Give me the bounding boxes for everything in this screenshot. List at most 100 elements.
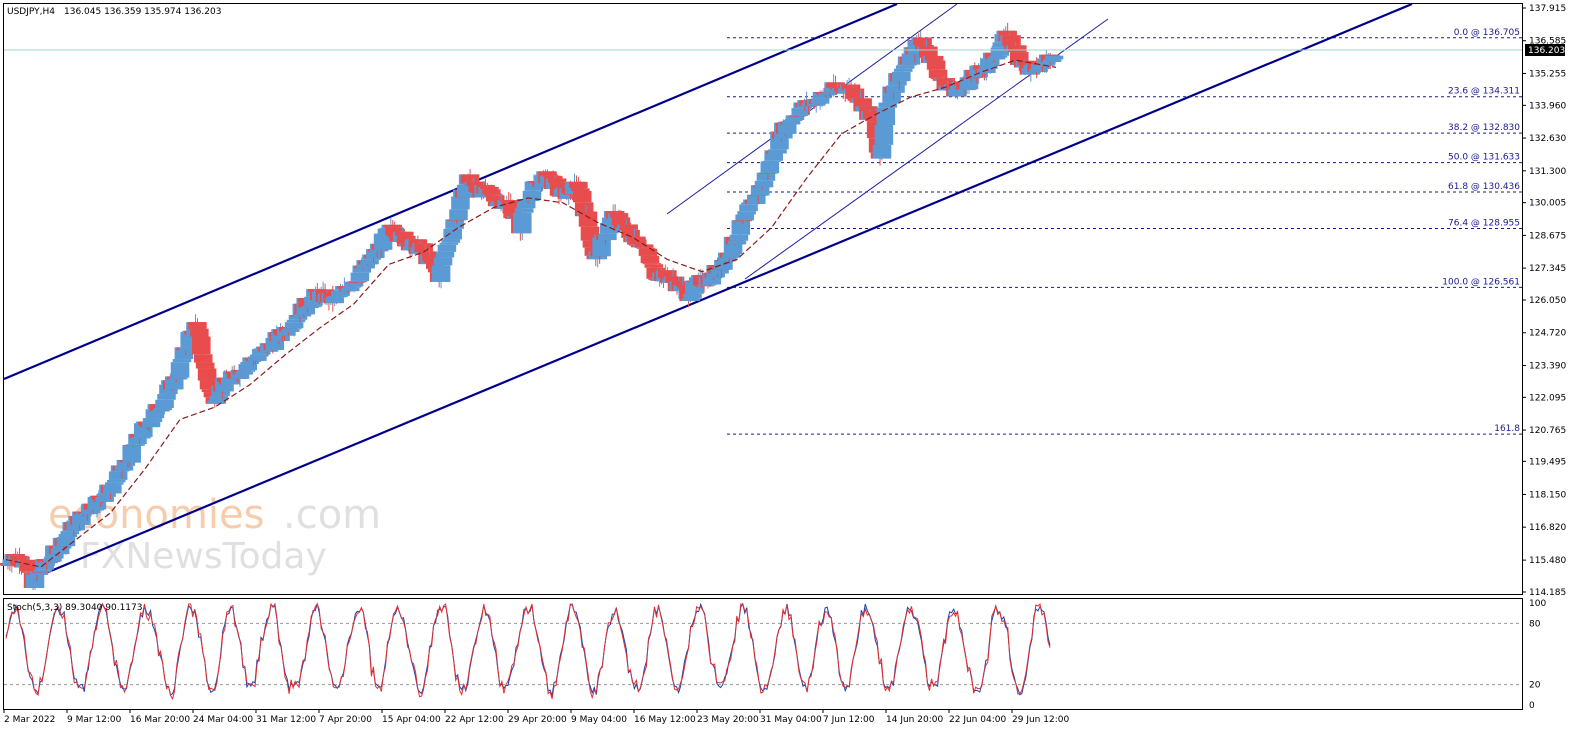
candle-body — [19, 559, 39, 572]
candle-body — [640, 255, 660, 264]
candle-body — [764, 150, 783, 161]
candle-body — [445, 219, 464, 229]
candle-body — [395, 231, 414, 236]
candle-body — [304, 296, 323, 306]
candle-body — [170, 362, 190, 378]
candle-body — [636, 247, 656, 249]
stoch-tick-label: 80 — [1529, 619, 1541, 629]
fib-level-label: 0.0 @ 136.705 — [1454, 28, 1520, 38]
price-tick-label: 116.820 — [1529, 523, 1566, 533]
candle-body — [781, 120, 801, 125]
candle-body — [449, 209, 468, 220]
time-tick-label: 15 Apr 04:00 — [382, 715, 441, 725]
candle-body — [727, 240, 747, 245]
candle-body — [746, 194, 766, 204]
time-tick-label: 7 Apr 20:00 — [319, 715, 372, 725]
candle-body — [582, 240, 602, 248]
candle-body — [188, 322, 207, 329]
candle-body — [126, 444, 145, 446]
price-tick-label: 115.480 — [1529, 556, 1566, 566]
candle-body — [563, 193, 582, 195]
candle-body — [480, 186, 499, 190]
price-tick-label: 128.675 — [1529, 231, 1566, 241]
watermark-fxnewstoday: FXNewsToday — [80, 536, 327, 577]
candle-body — [221, 378, 240, 385]
candle-body — [155, 399, 174, 408]
candle-body — [789, 114, 809, 116]
candle-body — [644, 264, 664, 268]
candle-body — [352, 265, 372, 273]
candle-body — [731, 220, 751, 235]
candle-body — [1044, 55, 1064, 60]
candle-body — [571, 188, 590, 192]
candle-body — [683, 293, 702, 299]
candle-body — [665, 276, 685, 283]
candle-body — [342, 286, 362, 288]
candle-body — [346, 281, 366, 283]
ma-line — [5, 59, 1057, 568]
candle-body — [959, 77, 979, 90]
candle-body — [893, 68, 913, 72]
candle-body — [710, 267, 729, 274]
candle-body — [572, 191, 592, 203]
candle-body — [383, 224, 403, 228]
stoch-tick-label: 20 — [1529, 681, 1541, 691]
candle-body — [777, 121, 797, 134]
candle-body — [750, 185, 770, 196]
main-panel-frame — [3, 3, 1523, 595]
candle-body — [499, 200, 519, 202]
price-tick-label: 136.585 — [1529, 37, 1566, 47]
candle-body — [433, 257, 453, 266]
time-tick-label: 9 May 04:00 — [571, 715, 627, 725]
candle-body — [344, 281, 364, 287]
candle-body — [957, 89, 977, 91]
candle-body — [302, 305, 321, 308]
price-tick-label: 126.050 — [1529, 296, 1566, 306]
time-tick-label: 14 Jun 20:00 — [886, 715, 943, 725]
price-tick-label: 114.185 — [1529, 588, 1566, 598]
candle-body — [785, 115, 805, 121]
candle-body — [234, 371, 254, 375]
fib-level-label: 38.2 @ 132.830 — [1448, 123, 1520, 133]
candle-body — [325, 297, 345, 304]
stochastic-oscillator: 100 80 20 0 — [4, 599, 1546, 711]
price-tick-label: 120.765 — [1529, 426, 1566, 436]
candle-body — [675, 284, 695, 287]
time-tick-label: 16 Mar 20:00 — [130, 715, 190, 725]
price-tick-label: 123.390 — [1529, 361, 1566, 371]
candle-body — [980, 58, 1000, 67]
candle-body — [437, 244, 457, 252]
candle-body — [485, 195, 505, 202]
fib-level-label: 50.0 @ 131.633 — [1448, 153, 1520, 163]
candle-body — [340, 287, 360, 292]
candle-body — [822, 92, 841, 94]
candle-body — [31, 571, 51, 573]
candle-body — [331, 290, 350, 296]
candle-body — [348, 280, 368, 282]
candle-body — [122, 444, 141, 463]
candle-body — [248, 356, 267, 361]
candle-body — [143, 418, 163, 422]
candle-body — [762, 160, 782, 162]
price-axis: 137.915 136.585 135.255 133.960 132.630 131.3… — [1522, 4, 1566, 598]
candle-body — [280, 329, 300, 332]
candle-body — [114, 465, 134, 471]
candle-body — [97, 493, 116, 497]
candle-body — [1008, 45, 1027, 53]
candle-body — [992, 42, 1012, 48]
candle-body — [251, 349, 271, 355]
current-price-label: 136.203 — [1528, 46, 1565, 56]
price-tick-label: 137.915 — [1529, 4, 1566, 14]
stoch-indicator-label: Stoch(5,3,3) 89.3040 90.1173 — [7, 603, 142, 613]
candle-body — [95, 496, 114, 502]
watermark-com: .com — [283, 492, 381, 538]
candle-body — [240, 361, 259, 365]
candle-body — [460, 174, 480, 184]
watermark: economies .com FXNewsToday — [48, 492, 381, 577]
candle-body — [681, 298, 700, 301]
time-tick-label: 29 Apr 20:00 — [508, 715, 567, 725]
candle-body — [810, 98, 830, 104]
candle-body — [66, 520, 85, 531]
stoch-signal-line — [5, 602, 1051, 701]
candle-body — [592, 237, 611, 257]
